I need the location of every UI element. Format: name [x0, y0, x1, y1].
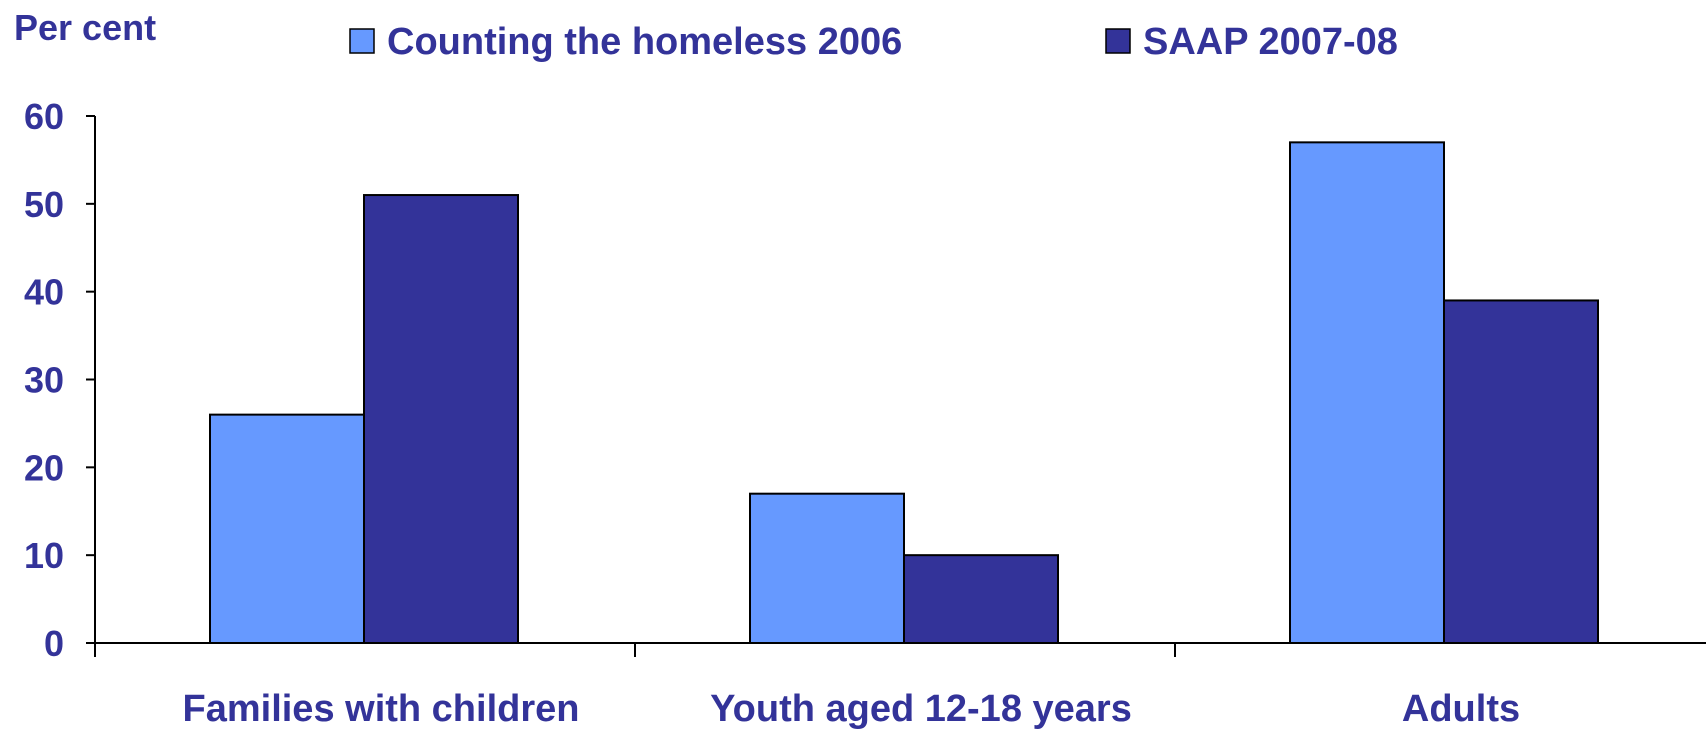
bar — [209, 413, 365, 644]
legend: Counting the homeless 2006 SAAP 2007-08 — [349, 21, 1398, 63]
x-category-label: Families with children — [183, 688, 580, 729]
x-category-label: Adults — [1402, 688, 1520, 729]
y-tick-label: 30 — [24, 360, 64, 401]
y-tick-label: 40 — [24, 272, 64, 313]
bar — [363, 194, 519, 645]
y-tick-label: 0 — [44, 623, 64, 664]
x-category-label: Youth aged 12-18 years — [710, 688, 1132, 729]
legend-label-series-2: SAAP 2007-08 — [1143, 21, 1398, 63]
y-tick-label: 60 — [24, 96, 64, 137]
y-tick-label: 20 — [24, 447, 64, 488]
y-axis-title: Per cent — [14, 7, 156, 48]
legend-swatch-series-1 — [349, 28, 375, 54]
y-tick-label: 50 — [24, 184, 64, 225]
bar — [749, 492, 905, 644]
y-tick-label: 10 — [24, 535, 64, 576]
bars — [209, 141, 1599, 645]
axis-labels: 0 10 20 30 40 50 60 Families with children Youth… — [24, 96, 1520, 730]
bar — [903, 554, 1059, 645]
bar — [1289, 141, 1445, 644]
legend-swatch-series-2 — [1105, 28, 1131, 54]
legend-label-series-1: Counting the homeless 2006 — [387, 21, 902, 63]
bar — [1443, 299, 1599, 644]
